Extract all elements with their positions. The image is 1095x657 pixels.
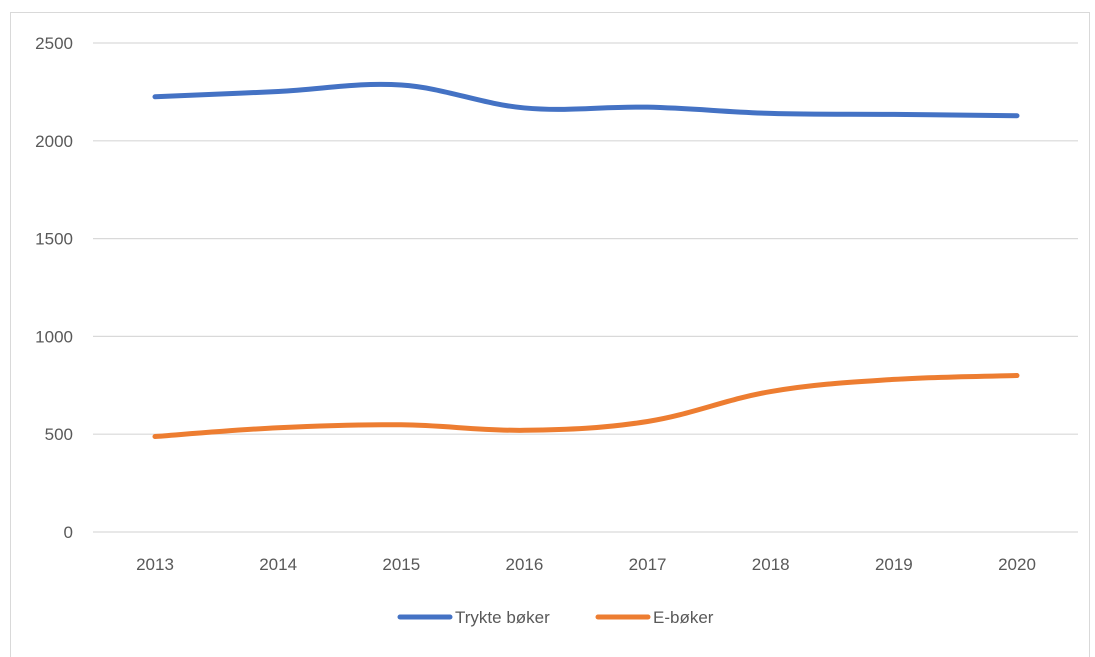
y-tick-label: 2000 — [35, 132, 73, 151]
y-tick-label: 500 — [45, 425, 73, 444]
x-axis-ticks: 2013 2014 2015 2016 2017 2018 2019 2020 — [136, 555, 1036, 574]
series-lines — [155, 84, 1017, 436]
x-tick-label: 2018 — [752, 555, 790, 574]
x-tick-label: 2013 — [136, 555, 174, 574]
legend: Trykte bøker E-bøker — [400, 608, 714, 627]
y-axis-ticks: 0 500 1000 1500 2000 2500 — [35, 34, 73, 542]
series-line-1 — [155, 376, 1017, 437]
series-line-0 — [155, 84, 1017, 115]
x-tick-label: 2017 — [629, 555, 667, 574]
y-tick-label: 1000 — [35, 327, 73, 346]
legend-label: E-bøker — [653, 608, 714, 627]
y-tick-label: 1500 — [35, 230, 73, 249]
x-tick-label: 2015 — [382, 555, 420, 574]
x-tick-label: 2014 — [259, 555, 297, 574]
y-tick-label: 2500 — [35, 34, 73, 53]
x-tick-label: 2020 — [998, 555, 1036, 574]
legend-label: Trykte bøker — [455, 608, 550, 627]
y-tick-label: 0 — [64, 523, 73, 542]
x-tick-label: 2019 — [875, 555, 913, 574]
x-tick-label: 2016 — [506, 555, 544, 574]
